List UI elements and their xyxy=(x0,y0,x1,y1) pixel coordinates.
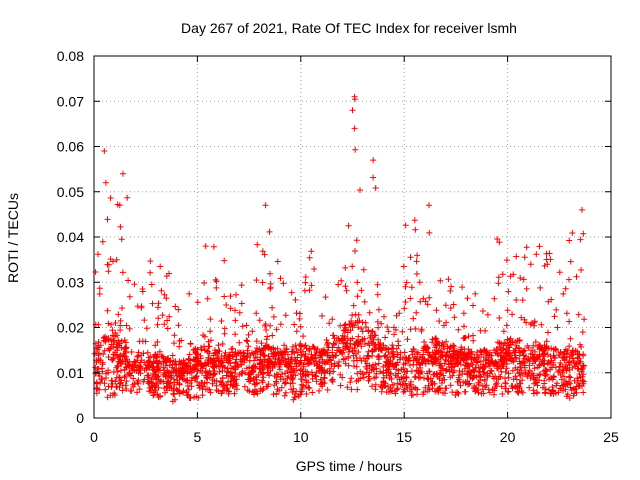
x-tick-label: 10 xyxy=(293,429,309,445)
y-tick-label: 0.08 xyxy=(57,48,84,64)
x-axis-label: GPS time / hours xyxy=(296,458,403,474)
x-tick-label: 25 xyxy=(603,429,619,445)
x-tick-label: 20 xyxy=(500,429,516,445)
x-tick-label: 15 xyxy=(396,429,412,445)
x-tick-label: 5 xyxy=(194,429,202,445)
grid-layer xyxy=(94,56,611,418)
y-tick-label: 0.04 xyxy=(57,229,84,245)
y-tick-label: 0.07 xyxy=(57,93,84,109)
y-tick-label: 0.02 xyxy=(57,320,84,336)
y-axis-label: ROTI / TECUs xyxy=(5,193,21,283)
y-tick-label: 0.05 xyxy=(57,184,84,200)
y-tick-label: 0.06 xyxy=(57,139,84,155)
x-tick-label: 0 xyxy=(90,429,98,445)
axis-layer: 0 0.01 0.02 0.03 0.04 0.05 0.06 0.07 0.08 0 5 10 15 2… xyxy=(57,48,619,445)
roti-point-markers xyxy=(91,93,588,405)
data-points xyxy=(91,93,588,405)
y-tick-label: 0.03 xyxy=(57,274,84,290)
y-tick-label: 0.01 xyxy=(57,365,84,381)
y-tick-label: 0 xyxy=(76,410,84,426)
chart-title: Day 267 of 2021, Rate Of TEC Index for r… xyxy=(181,20,517,36)
